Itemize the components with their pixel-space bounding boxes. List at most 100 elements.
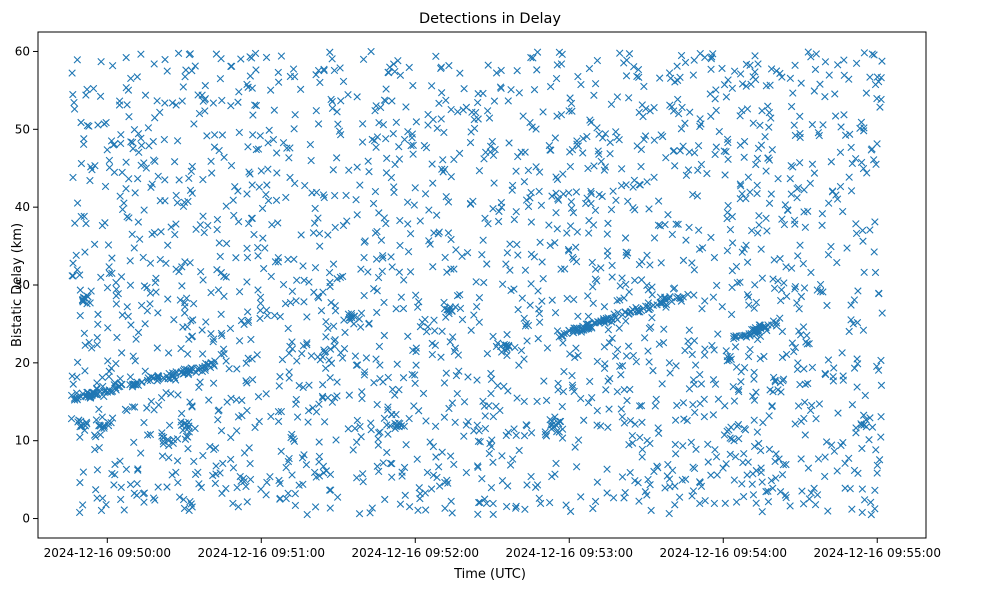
detection-point [393, 420, 401, 429]
detection-point [794, 184, 803, 192]
detection-point [787, 264, 796, 272]
detection-point [198, 326, 206, 334]
detection-point [293, 357, 301, 365]
detection-point [626, 468, 634, 477]
detection-point [442, 192, 450, 201]
detection-point [300, 276, 308, 285]
detection-point [322, 318, 330, 326]
detection-point [526, 301, 534, 309]
detection-point [262, 390, 270, 398]
y-tick-label: 30 [15, 278, 30, 292]
detection-point [317, 306, 326, 315]
detection-point [689, 376, 698, 384]
detection-point [243, 244, 251, 253]
detection-point [502, 502, 511, 511]
detection-point [771, 457, 779, 466]
detection-point [429, 263, 437, 271]
detection-point [307, 352, 316, 360]
detection-point [523, 481, 531, 489]
detection-point [440, 298, 448, 307]
detection-point [681, 58, 690, 67]
detection-point [201, 107, 209, 115]
detection-point [787, 102, 796, 111]
detection-point [724, 76, 732, 84]
detection-point [227, 62, 236, 71]
detection-point [673, 95, 682, 104]
detection-point [503, 249, 512, 257]
detection-point [769, 484, 777, 492]
detection-point [490, 179, 498, 187]
detection-point [318, 381, 327, 389]
detection-point [179, 83, 188, 91]
detection-point [693, 192, 702, 200]
detection-point [111, 470, 119, 479]
detection-point [553, 61, 562, 69]
detection-point [666, 483, 674, 491]
detection-point [424, 323, 432, 331]
detection-point [384, 373, 392, 382]
detection-point [624, 197, 632, 206]
detection-point [406, 230, 415, 238]
detection-point [583, 132, 591, 141]
detection-point [498, 280, 507, 288]
detection-point [432, 52, 440, 60]
detection-point [639, 112, 647, 121]
detection-point [432, 453, 440, 461]
detection-point [870, 51, 878, 59]
detection-point [564, 245, 573, 254]
detection-point [357, 433, 365, 441]
detection-point [466, 200, 475, 208]
detection-point [256, 293, 265, 301]
detection-point [105, 156, 114, 165]
detection-point [481, 214, 489, 222]
detection-point [98, 494, 107, 502]
detection-point [93, 341, 101, 349]
detection-point [396, 71, 405, 79]
detection-point [840, 111, 848, 119]
detection-point [618, 362, 627, 370]
data-points [67, 47, 886, 519]
detection-point [456, 304, 465, 313]
detection-point [131, 189, 139, 197]
detection-point [721, 171, 729, 179]
detection-point [146, 430, 155, 439]
y-tick-label: 60 [15, 44, 30, 58]
detection-point [675, 493, 684, 501]
detection-point [293, 413, 302, 421]
detection-point [358, 120, 367, 128]
detection-point [71, 219, 79, 227]
detection-point [88, 391, 96, 400]
detection-point [704, 440, 712, 449]
detection-point [732, 498, 741, 506]
detection-point [134, 466, 142, 474]
detection-point [396, 500, 405, 508]
detection-point [700, 351, 709, 359]
detection-point [150, 60, 158, 68]
detection-point [460, 84, 468, 93]
detection-point [378, 252, 387, 260]
detection-point [452, 371, 461, 380]
detection-point [325, 486, 334, 494]
detection-point [286, 173, 294, 182]
detection-point [120, 199, 128, 207]
detection-point [697, 160, 706, 169]
detection-point [646, 480, 654, 489]
detection-point [248, 84, 256, 92]
detection-point [722, 93, 731, 101]
detection-point [274, 407, 283, 416]
detection-point [768, 402, 776, 410]
detection-point [88, 388, 96, 397]
detection-point [604, 325, 613, 334]
detection-point [161, 176, 169, 184]
detection-point [350, 320, 358, 328]
detection-point [365, 319, 373, 327]
detection-point [405, 63, 413, 72]
detection-point [840, 56, 848, 64]
detection-point [710, 499, 719, 508]
detection-point [878, 309, 886, 317]
detection-point [737, 182, 745, 190]
detection-point [68, 372, 76, 380]
detection-point [353, 163, 361, 171]
detection-point [219, 459, 227, 468]
detection-point [117, 273, 126, 281]
